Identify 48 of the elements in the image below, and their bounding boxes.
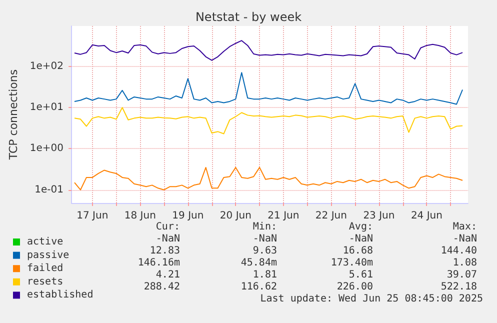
text: Last update: Wed Jun 25 08:45:00 2025 <box>260 294 483 304</box>
text: 45.84m <box>240 258 277 268</box>
y-tick-label: 1e+02 <box>30 60 64 72</box>
text: -NaN <box>252 234 277 244</box>
line-series <box>74 72 464 105</box>
text: Max: <box>452 222 477 232</box>
y-tick-label: 1e+00 <box>30 143 64 154</box>
text: Min: <box>252 222 277 232</box>
legend-label: resets <box>27 276 64 288</box>
text: 9.63 <box>252 246 277 256</box>
text: 173.40m <box>330 258 373 268</box>
text: -NaN <box>156 234 180 244</box>
text: 226.00 <box>336 282 373 292</box>
text: 288.42 <box>144 282 180 292</box>
legend-label: passive <box>27 250 70 261</box>
legend-label: established <box>27 290 94 301</box>
legend-label: active <box>27 236 64 248</box>
text: 522.18 <box>440 282 477 292</box>
text: 16.68 <box>342 246 373 256</box>
line-series <box>74 40 464 61</box>
x-tick-label: 20 Jun <box>220 210 252 222</box>
text: 146.16m <box>138 258 180 268</box>
text: 1.81 <box>252 270 277 280</box>
text: 39.07 <box>446 270 477 280</box>
text: Cur: <box>156 222 180 232</box>
x-tick-label: 19 Jun <box>172 210 204 222</box>
line-series <box>74 106 464 134</box>
text: 1.08 <box>452 258 477 268</box>
x-tick-label: 21 Jun <box>268 210 300 222</box>
legend-label: failed <box>27 263 64 274</box>
x-tick-label: 23 Jun <box>363 210 395 222</box>
y-tick-label: 1e+01 <box>30 102 64 113</box>
x-tick-label: 18 Jun <box>124 210 156 222</box>
y-tick-label: 1e-01 <box>34 184 64 196</box>
text: 12.83 <box>150 246 180 256</box>
y-axis-title: TCP connections <box>7 69 20 161</box>
line-series <box>74 166 464 190</box>
chart-title: Netstat - by week <box>195 10 302 24</box>
text: -NaN <box>452 234 477 244</box>
text: 4.21 <box>156 270 180 280</box>
text: Avg: <box>348 222 373 232</box>
x-tick-label: 24 Jun <box>410 210 442 222</box>
x-tick-label: 22 Jun <box>315 210 347 222</box>
text: -NaN <box>348 234 373 244</box>
text: 5.61 <box>348 270 373 280</box>
text: 144.40 <box>440 246 477 256</box>
x-tick-label: 17 Jun <box>76 210 108 222</box>
text: 116.62 <box>240 282 277 292</box>
